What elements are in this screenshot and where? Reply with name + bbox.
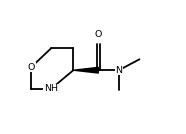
Text: O: O bbox=[95, 30, 102, 39]
Text: O: O bbox=[28, 62, 35, 72]
Text: N: N bbox=[115, 66, 122, 75]
Text: NH: NH bbox=[44, 84, 58, 93]
Polygon shape bbox=[73, 67, 98, 73]
